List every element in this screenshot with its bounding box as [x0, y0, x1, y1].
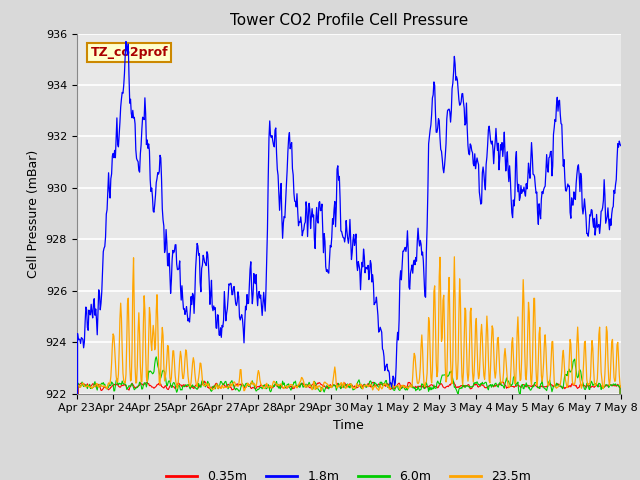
Legend: 0.35m, 1.8m, 6.0m, 23.5m: 0.35m, 1.8m, 6.0m, 23.5m — [161, 465, 536, 480]
Y-axis label: Cell Pressure (mBar): Cell Pressure (mBar) — [27, 149, 40, 278]
Text: TZ_co2prof: TZ_co2prof — [90, 46, 168, 59]
Title: Tower CO2 Profile Cell Pressure: Tower CO2 Profile Cell Pressure — [230, 13, 468, 28]
X-axis label: Time: Time — [333, 419, 364, 432]
